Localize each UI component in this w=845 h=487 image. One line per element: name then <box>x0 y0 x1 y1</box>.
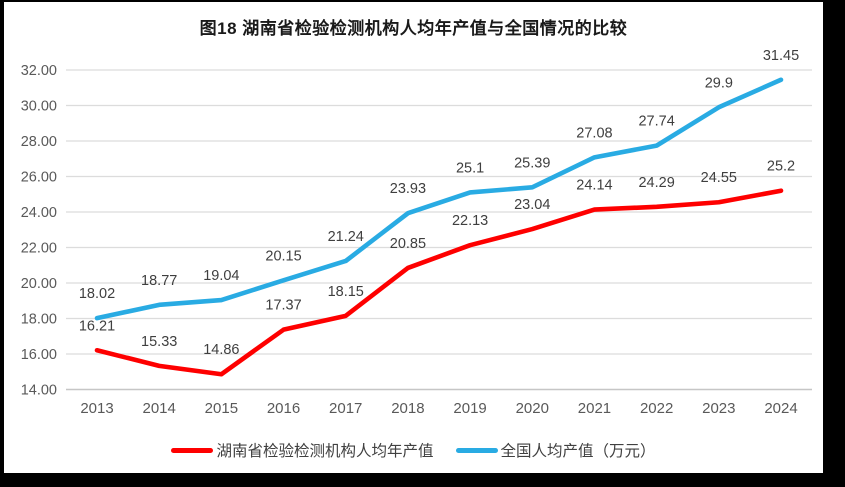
x-axis-tick-label: 2015 <box>205 400 238 417</box>
x-axis-tick-label: 2014 <box>142 400 175 417</box>
data-label-hunan: 16.21 <box>79 318 115 334</box>
data-label-national: 19.04 <box>203 268 239 284</box>
y-axis-tick-label: 24.00 <box>21 205 57 221</box>
data-label-hunan: 18.15 <box>328 284 364 300</box>
data-label-hunan: 24.14 <box>576 178 612 194</box>
data-label-hunan: 25.2 <box>767 159 795 175</box>
legend-line-swatch-red-icon <box>171 447 214 453</box>
y-axis-tick-label: 14.00 <box>21 383 57 399</box>
data-label-national: 25.39 <box>514 155 550 171</box>
data-label-hunan: 22.13 <box>452 213 488 229</box>
chart-legend: 湖南省检验检测机构人均年产值 全国人均产值（万元） <box>4 439 823 461</box>
x-axis-tick-label: 2021 <box>578 400 611 417</box>
y-axis-tick-label: 22.00 <box>21 241 57 257</box>
series-line-hunan <box>94 188 784 377</box>
x-axis-tick-label: 2020 <box>516 400 549 417</box>
y-axis-tick-label: 26.00 <box>21 170 57 186</box>
x-axis-tick-label: 2019 <box>453 400 486 417</box>
x-axis-tick-label: 2018 <box>391 400 424 417</box>
x-axis-tick-label: 2017 <box>329 400 362 417</box>
data-label-national: 25.1 <box>456 160 484 176</box>
data-label-hunan: 23.04 <box>514 197 550 213</box>
legend-item-hunan: 湖南省检验检测机构人均年产值 <box>171 439 434 461</box>
y-axis-tick-label: 28.00 <box>21 134 57 150</box>
data-label-national: 23.93 <box>390 181 426 197</box>
data-label-hunan: 17.37 <box>265 298 301 314</box>
data-label-national: 18.77 <box>141 273 177 289</box>
x-axis-tick-label: 2022 <box>640 400 673 417</box>
x-axis-tick-label: 2016 <box>267 400 300 417</box>
data-label-national: 18.02 <box>79 286 115 302</box>
series-line-national <box>94 77 784 321</box>
chart-window: 图18 湖南省检验检测机构人均年产值与全国情况的比较 14.00 16.00 18.… <box>4 2 823 473</box>
chart-title: 图18 湖南省检验检测机构人均年产值与全国情况的比较 <box>199 19 628 38</box>
legend-item-national: 全国人均产值（万元） <box>455 439 656 461</box>
line-chart-plot-area: 14.00 16.00 18.00 20.00 22.00 24.00 26.00 28.00… <box>21 48 812 417</box>
data-label-hunan: 24.29 <box>638 175 674 191</box>
y-axis-tick-label: 20.00 <box>21 276 57 292</box>
data-label-hunan: 24.55 <box>701 170 737 186</box>
data-label-hunan: 14.86 <box>203 342 239 358</box>
legend-label-national: 全国人均产值（万元） <box>500 443 656 460</box>
legend-line-swatch-blue-icon <box>455 447 498 453</box>
x-axis-tick-label: 2013 <box>80 400 113 417</box>
data-label-national: 27.74 <box>638 114 674 130</box>
legend-label-hunan: 湖南省检验检测机构人均年产值 <box>216 443 434 460</box>
x-axis-tick-label: 2023 <box>702 400 735 417</box>
y-axis-tick-label: 18.00 <box>21 312 57 328</box>
data-label-national: 29.9 <box>705 75 733 91</box>
y-axis-tick-label: 32.00 <box>21 63 57 79</box>
x-axis-tick-label: 2024 <box>764 400 797 417</box>
data-label-national: 21.24 <box>328 229 364 245</box>
data-label-national: 31.45 <box>763 48 799 64</box>
y-axis-tick-label: 30.00 <box>21 99 57 115</box>
y-axis-tick-label: 16.00 <box>21 347 57 363</box>
data-label-national: 20.15 <box>265 248 301 264</box>
data-label-national: 27.08 <box>576 125 612 141</box>
data-label-hunan: 15.33 <box>141 334 177 350</box>
data-label-hunan: 20.85 <box>390 236 426 252</box>
